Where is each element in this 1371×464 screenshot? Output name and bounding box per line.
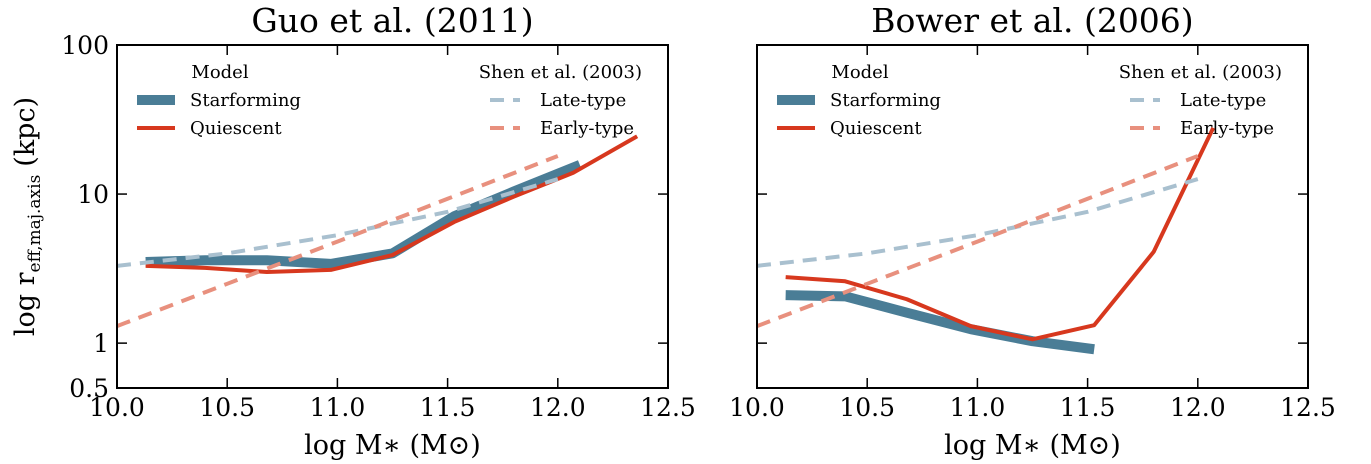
x-tick-label: 12.5: [640, 393, 696, 422]
x-axis-label: log M∗ (M⊙): [944, 430, 1121, 461]
legend-title: Model: [191, 62, 248, 83]
series-line: [757, 177, 1199, 268]
y-label-text: log r: [10, 272, 41, 336]
x-tick-label: 12.0: [1170, 393, 1226, 422]
legend-label: Early-type: [540, 118, 634, 139]
legend-label: Late-type: [540, 90, 626, 111]
legend-label: Early-type: [1180, 118, 1274, 139]
plot-area: [117, 134, 639, 329]
panel: 10.0 10.5 11.0 11.5 12.0 12.5 0.5 1 10 100 Guo et …: [10, 1, 696, 461]
series-line: [117, 154, 559, 329]
legend-title: Shen et al. (2003): [479, 62, 642, 83]
series-line: [785, 127, 1216, 342]
y-tick-label: 100: [61, 31, 109, 60]
chart-title: Guo et al. (2011): [251, 1, 533, 40]
y-label-text: (kpc): [10, 97, 41, 167]
series-line: [145, 160, 582, 269]
x-tick-label: 11.0: [950, 393, 1006, 422]
legend-title: Shen et al. (2003): [1119, 62, 1282, 83]
x-tick-label: 12.5: [1280, 393, 1336, 422]
series-line: [757, 154, 1199, 329]
chart-title: Bower et al. (2006): [871, 1, 1193, 40]
x-tick-label: 10.5: [199, 393, 255, 422]
panel: 10.0 10.5 11.0 11.5 12.0 12.5 Bower et al. (20…: [729, 1, 1336, 461]
x-axis-label: log M∗ (M⊙): [304, 430, 481, 461]
axes-frame: [756, 44, 1309, 389]
x-tick-label: 12.0: [530, 393, 586, 422]
y-tick-label: 1: [93, 329, 109, 358]
legend-label: Starforming: [190, 90, 301, 111]
x-tick-label: 10.5: [839, 393, 895, 422]
legend-title: Model: [831, 62, 888, 83]
legend-label: Late-type: [1180, 90, 1266, 111]
axes-frame: [116, 44, 669, 389]
legend-label: Starforming: [830, 90, 941, 111]
y-tick-label: 0.5: [69, 374, 109, 403]
legend-label: Quiescent: [830, 118, 922, 139]
y-axis-label: log reff,maj.axis (kpc): [10, 97, 45, 336]
series-line: [785, 290, 1095, 355]
y-tick-label: 10: [77, 180, 109, 209]
x-tick-label: 10.0: [89, 393, 145, 422]
series-line: [117, 177, 559, 268]
x-tick-label: 11.5: [1060, 393, 1116, 422]
x-tick-label: 11.0: [310, 393, 366, 422]
legend-label: Quiescent: [190, 118, 282, 139]
x-tick-label: 10.0: [729, 393, 785, 422]
x-tick-label: 11.5: [420, 393, 476, 422]
y-label-subscript: eff,maj.axis: [25, 175, 45, 273]
plot-area: [757, 127, 1216, 355]
